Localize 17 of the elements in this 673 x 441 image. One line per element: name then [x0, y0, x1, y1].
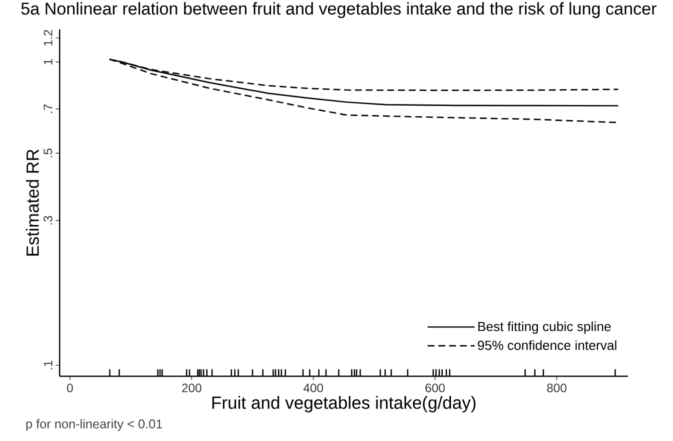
x-tick-label: 800: [547, 384, 566, 392]
legend-label: 95% confidence interval: [478, 340, 616, 350]
text: p for non-linearity < 0.01: [26, 419, 162, 431]
x-tick-label: 200: [182, 384, 202, 392]
x-tick-label: 600: [425, 384, 445, 392]
legend-label: Best fitting cubic spline: [478, 322, 611, 334]
y-tick-label: 1.2: [44, 30, 52, 46]
y-axis-title: Estimated RR: [26, 149, 39, 256]
chart-title: 5a Nonlinear relation between fruit and vegetables intake and the risk of lung cancer: [21, 2, 656, 18]
x-tick-label: 400: [303, 384, 324, 392]
y-tick-label: .1: [44, 360, 52, 370]
y-tick-label: .3: [44, 216, 52, 225]
y-tick-label: 1: [44, 59, 52, 64]
y-tick-label: .7: [44, 104, 52, 113]
x-axis-title: Fruit and vegetables intake(g/day): [212, 396, 476, 412]
x-tick-label: 0: [67, 384, 73, 392]
y-tick-label: .5: [44, 148, 52, 158]
